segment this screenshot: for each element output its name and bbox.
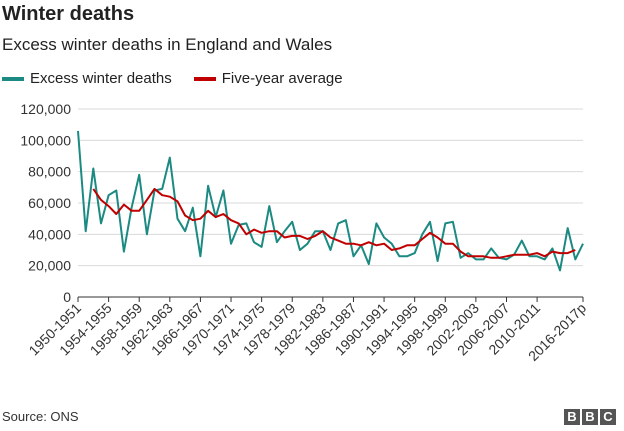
legend-swatch-average bbox=[193, 76, 216, 81]
chart-title: Winter deaths bbox=[2, 3, 135, 25]
legend-item-average: Five-year average bbox=[193, 70, 343, 87]
y-tick-label: 20,000 bbox=[28, 258, 71, 274]
series-line-excess bbox=[77, 130, 584, 272]
legend-label-excess: Excess winter deaths bbox=[30, 70, 172, 87]
y-tick-label: 120,000 bbox=[20, 101, 71, 117]
y-tick-label: 40,000 bbox=[28, 226, 71, 242]
logo-letter-c: C bbox=[600, 409, 616, 425]
legend-item-excess: Excess winter deaths bbox=[2, 70, 172, 87]
y-tick-label: 80,000 bbox=[28, 164, 71, 180]
series-line-average bbox=[92, 187, 576, 259]
chart-subtitle: Excess winter deaths in England and Wale… bbox=[2, 35, 333, 54]
y-tick-label: 60,000 bbox=[28, 195, 71, 211]
legend-label-average: Five-year average bbox=[221, 70, 343, 87]
logo-letter-b2: B bbox=[582, 409, 598, 425]
logo-letter-b1: B bbox=[564, 409, 580, 425]
legend-swatch-excess bbox=[2, 76, 24, 81]
bbc-logo: B B C bbox=[562, 409, 616, 425]
y-tick-label: 100,000 bbox=[20, 132, 71, 148]
y-tick-label: 0 bbox=[63, 289, 71, 305]
source-note: Source: ONS bbox=[2, 409, 79, 424]
legend: Excess winter deaths Five-year average bbox=[2, 70, 365, 87]
